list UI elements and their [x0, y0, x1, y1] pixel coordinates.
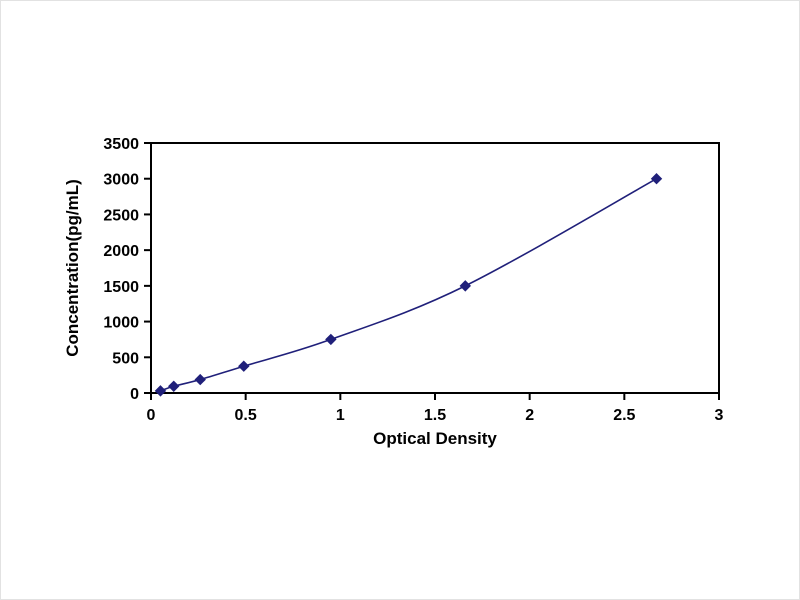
x-tick-label: 1.5 — [424, 407, 446, 424]
y-tick-label: 1000 — [103, 315, 139, 332]
y-tick-label: 2000 — [103, 243, 139, 260]
data-point-marker — [325, 333, 337, 346]
x-tick-label: 0.5 — [235, 407, 257, 424]
x-axis-title: Optical Density — [373, 429, 497, 448]
y-tick-label: 500 — [112, 350, 139, 367]
y-tick-label: 2500 — [103, 207, 139, 224]
plot-border — [150, 142, 720, 394]
x-tick-label: 3 — [715, 407, 724, 424]
data-point-marker — [650, 173, 663, 185]
y-tick-label: 0 — [130, 386, 139, 403]
data-point-marker — [168, 380, 180, 392]
y-axis-title: Concentration(pg/mL) — [63, 179, 82, 357]
x-tick-label: 0 — [147, 407, 156, 424]
y-tick-label: 1500 — [103, 279, 139, 296]
x-tick-label: 2 — [525, 407, 534, 424]
x-tick-label: 1 — [336, 407, 345, 424]
data-point-marker — [238, 360, 250, 372]
y-tick-label: 3500 — [103, 136, 139, 153]
data-point-marker — [194, 373, 206, 386]
x-tick-label: 2.5 — [613, 407, 635, 424]
data-point-marker — [154, 385, 167, 397]
data-point-marker — [459, 280, 472, 292]
y-tick-label: 3000 — [103, 172, 139, 189]
